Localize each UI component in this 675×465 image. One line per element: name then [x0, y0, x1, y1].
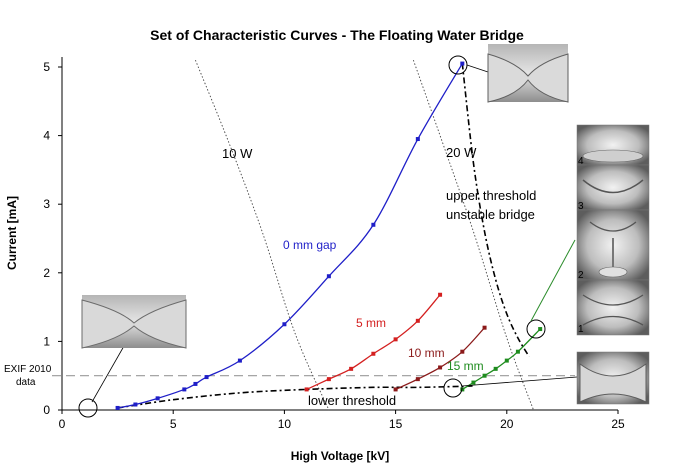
photo-bridge-top [487, 44, 569, 103]
highlight-circle-green [526, 319, 546, 339]
photo-label-4: 4 [578, 156, 584, 167]
series-0-point-0 [115, 405, 120, 410]
series-1-point-0 [304, 387, 309, 392]
photo-label-3: 3 [578, 201, 584, 212]
highlight-circle-start [78, 398, 98, 418]
series-1-point-1 [326, 377, 331, 382]
lower-threshold-label: lower threshold [308, 393, 396, 408]
series-0-point-2 [155, 396, 160, 401]
power-lines [195, 59, 534, 411]
chart-title: Set of Characteristic Curves - The Float… [150, 27, 524, 43]
photo-bridge-start [81, 295, 187, 349]
power-line-label-10w: 10 W [222, 146, 253, 161]
upper-threshold-label-1: upper threshold [446, 188, 536, 203]
series-3-point-1 [471, 380, 476, 385]
reference-label-1: EXIF 2010 [4, 364, 52, 375]
series-3-point-2 [482, 373, 487, 378]
connector-lower [461, 376, 578, 387]
photo-bridge-lower [576, 351, 650, 405]
series-3-point-6 [538, 327, 543, 332]
series-3-point-5 [515, 349, 520, 354]
series-1-point-4 [393, 337, 398, 342]
series-0-point-10 [415, 137, 420, 142]
series-0-point-9 [371, 222, 376, 227]
connector-start [91, 345, 125, 403]
series-2-point-3 [460, 349, 465, 354]
series-2-point-1 [415, 377, 420, 382]
y-tick-label-2: 2 [43, 266, 50, 280]
photo-stack-bridge-stages: 4 3 2 1 [576, 124, 650, 336]
data-series [115, 61, 543, 410]
power-line-0 [195, 59, 330, 411]
x-tick-label-1: 5 [170, 417, 177, 431]
photo-label-2: 2 [578, 270, 584, 281]
upper-threshold-line [461, 63, 530, 357]
series-1-point-3 [371, 351, 376, 356]
series-1-point-6 [438, 292, 443, 297]
series-0-point-3 [182, 387, 187, 392]
y-axis-label: Current [mA] [5, 196, 19, 270]
y-tick-label-0: 0 [43, 403, 50, 417]
photo-label-1: 1 [578, 324, 584, 335]
x-tick-label-4: 20 [500, 417, 514, 431]
highlight-circle-lower [443, 378, 463, 398]
x-axis-label: High Voltage [kV] [291, 449, 389, 463]
lower-threshold-line [117, 385, 474, 409]
series-2-point-4 [482, 325, 487, 330]
series-1-point-2 [349, 366, 354, 371]
series-0-point-4 [193, 381, 198, 386]
connector-top [466, 64, 489, 73]
series-1-point-5 [415, 318, 420, 323]
series-label-5mm: 5 mm [356, 316, 386, 330]
upper-threshold-label-2: unstable bridge [446, 207, 535, 222]
power-line-label-20w: 20 W [446, 145, 477, 160]
series-2-point-0 [393, 387, 398, 392]
connector-green [530, 239, 576, 322]
x-tick-label-5: 25 [611, 417, 625, 431]
series-0-point-11 [460, 61, 465, 66]
reference-label-2: data [16, 377, 36, 388]
y-tick-label-5: 5 [43, 60, 50, 74]
y-tick-label-3: 3 [43, 197, 50, 211]
series-3-point-3 [493, 366, 498, 371]
series-0-point-6 [237, 358, 242, 363]
series-3-point-4 [504, 358, 509, 363]
series-label-15mm: 15 mm [447, 359, 484, 373]
y-tick-label-4: 4 [43, 129, 50, 143]
series-2-point-2 [438, 365, 443, 370]
series-0-point-7 [282, 322, 287, 327]
y-tick-label-1: 1 [43, 334, 50, 348]
x-tick-label-3: 15 [389, 417, 403, 431]
x-tick-label-2: 10 [278, 417, 292, 431]
series-0-point-5 [204, 375, 209, 380]
axis-ticks: 0 5 10 15 20 25 0 1 2 3 4 5 [43, 60, 625, 431]
threshold-curves [117, 63, 530, 409]
x-tick-label-0: 0 [59, 417, 66, 431]
series-0-point-8 [326, 274, 331, 279]
series-0-point-1 [133, 402, 138, 407]
series-label-10mm: 10 mm [408, 346, 445, 360]
series-label-0mm: 0 mm gap [283, 238, 337, 252]
